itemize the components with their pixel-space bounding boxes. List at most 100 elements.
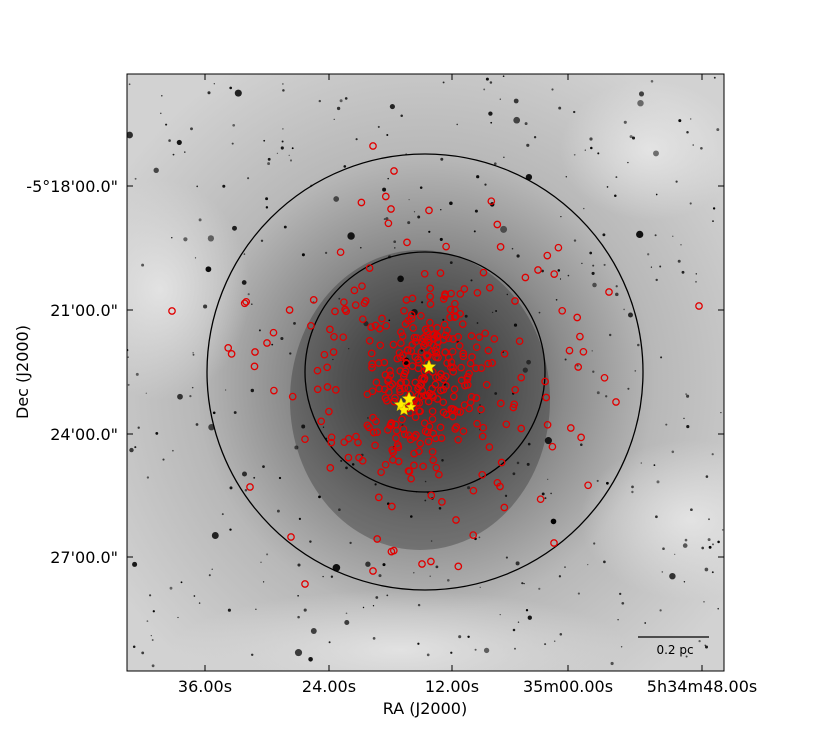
source-marker: [420, 367, 429, 376]
field-star: [265, 197, 269, 201]
source-marker: [263, 339, 271, 347]
field-star: [516, 254, 520, 258]
field-star: [704, 644, 706, 646]
field-star: [700, 146, 703, 150]
source-marker: [395, 385, 404, 394]
field-star: [591, 350, 593, 352]
source-marker: [428, 447, 437, 456]
source-marker: [473, 288, 482, 297]
source-marker: [407, 474, 415, 483]
source-marker: [500, 349, 509, 358]
field-star: [318, 99, 321, 103]
star-markers: [393, 359, 437, 416]
massive-star-marker: [405, 401, 417, 412]
field-star: [564, 566, 566, 568]
field-star: [674, 553, 676, 555]
field-star: [712, 543, 714, 546]
field-star: [592, 282, 597, 288]
source-marker: [325, 407, 333, 416]
field-star: [671, 450, 675, 454]
field-star: [711, 453, 714, 456]
source-marker: [387, 205, 395, 213]
y-tick-label: 21'00.0": [50, 301, 118, 320]
source-marker: [340, 298, 348, 307]
field-star: [303, 608, 307, 612]
source-marker: [224, 344, 233, 352]
source-marker: [478, 432, 487, 441]
source-marker: [449, 392, 458, 401]
field-star: [442, 81, 445, 84]
source-marker: [397, 378, 406, 387]
field-star: [717, 540, 720, 544]
field-star: [128, 83, 131, 86]
field-star: [629, 135, 633, 139]
field-star: [662, 547, 665, 551]
source-marker: [444, 334, 453, 343]
field-star: [250, 653, 254, 657]
x-tick-label: 5h34m48.00s: [647, 677, 757, 696]
field-star: [165, 123, 168, 126]
field-star: [660, 356, 663, 359]
field-star: [232, 225, 237, 231]
field-star: [541, 492, 545, 496]
source-marker: [393, 354, 402, 363]
field-star: [513, 323, 518, 327]
source-marker: [417, 348, 426, 356]
field-star: [345, 612, 348, 615]
field-star: [503, 156, 505, 158]
field-star: [420, 349, 424, 352]
field-star: [233, 411, 237, 414]
field-star: [232, 123, 236, 127]
field-star: [193, 595, 196, 597]
source-marker: [358, 456, 367, 465]
field-star: [282, 89, 285, 92]
source-marker: [168, 307, 176, 315]
field-star: [720, 411, 722, 414]
field-star: [608, 333, 612, 337]
source-marker: [380, 385, 389, 394]
field-star: [677, 259, 681, 263]
x-axis-title: RA (J2000): [383, 699, 467, 718]
field-star: [324, 251, 328, 255]
field-star: [169, 586, 173, 590]
field-star: [559, 278, 562, 280]
field-star: [703, 600, 705, 603]
source-marker: [517, 424, 526, 433]
field-star: [502, 75, 505, 78]
source-marker: [433, 395, 442, 403]
field-star: [533, 136, 537, 139]
source-marker: [403, 238, 411, 247]
field-star: [397, 275, 404, 283]
nebula-bright-right: [580, 440, 724, 600]
field-star: [589, 251, 593, 255]
source-marker: [493, 478, 502, 487]
field-star: [267, 157, 271, 161]
source-marker: [482, 380, 491, 389]
field-star: [449, 201, 453, 206]
source-marker: [460, 401, 469, 409]
source-marker: [515, 337, 524, 346]
field-star: [614, 194, 617, 197]
field-star: [129, 447, 134, 453]
source-marker: [418, 560, 426, 568]
field-star: [145, 392, 147, 394]
source-marker: [429, 429, 438, 438]
source-marker: [369, 567, 377, 575]
field-star: [241, 280, 247, 285]
field-star: [194, 257, 197, 259]
source-marker: [459, 427, 468, 436]
field-star: [203, 304, 208, 309]
source-marker: [411, 413, 420, 422]
source-marker: [423, 352, 432, 361]
field-star: [149, 594, 152, 597]
source-marker: [317, 417, 326, 426]
field-star: [504, 494, 508, 497]
source-marker: [521, 273, 530, 282]
field-star: [374, 483, 377, 486]
field-stars: [127, 75, 724, 668]
field-star: [655, 515, 658, 519]
source-marker: [363, 390, 372, 399]
field-star: [386, 594, 389, 597]
source-marker: [457, 376, 466, 385]
